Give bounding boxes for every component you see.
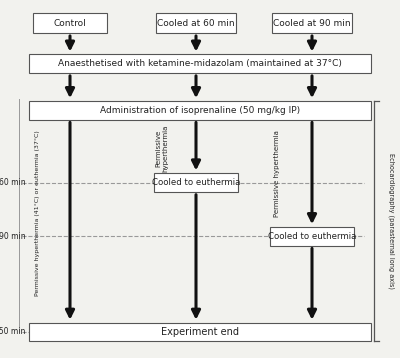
FancyBboxPatch shape — [154, 173, 238, 192]
FancyBboxPatch shape — [29, 54, 371, 73]
FancyBboxPatch shape — [33, 13, 107, 33]
Text: Permissive
hyperthermia: Permissive hyperthermia — [156, 125, 168, 172]
Text: Cooled at 60 min: Cooled at 60 min — [157, 19, 235, 28]
Text: Control: Control — [54, 19, 86, 28]
Text: 60 min: 60 min — [0, 178, 25, 187]
Text: Administration of isoprenaline (50 mg/kg IP): Administration of isoprenaline (50 mg/kg… — [100, 106, 300, 115]
FancyBboxPatch shape — [29, 323, 371, 341]
Text: 90 min: 90 min — [0, 232, 25, 241]
Text: Permissive hyperthermia: Permissive hyperthermia — [274, 130, 280, 217]
Text: Anaesthetised with ketamine-midazolam (maintained at 37°C): Anaesthetised with ketamine-midazolam (m… — [58, 59, 342, 68]
Text: Cooled to euthermia: Cooled to euthermia — [268, 232, 356, 241]
Text: Echocardiography (parasternal long axis): Echocardiography (parasternal long axis) — [388, 153, 394, 289]
Text: Cooled at 90 min: Cooled at 90 min — [273, 19, 351, 28]
FancyBboxPatch shape — [29, 101, 371, 120]
FancyBboxPatch shape — [270, 227, 354, 246]
Text: 150 min: 150 min — [0, 327, 25, 337]
FancyBboxPatch shape — [156, 13, 236, 33]
Text: Permissive hyperthermia (41°C) or euthermia (37°C): Permissive hyperthermia (41°C) or euther… — [36, 130, 40, 296]
Text: Experiment end: Experiment end — [161, 327, 239, 337]
Text: Cooled to euthermia: Cooled to euthermia — [152, 178, 240, 187]
FancyBboxPatch shape — [272, 13, 352, 33]
